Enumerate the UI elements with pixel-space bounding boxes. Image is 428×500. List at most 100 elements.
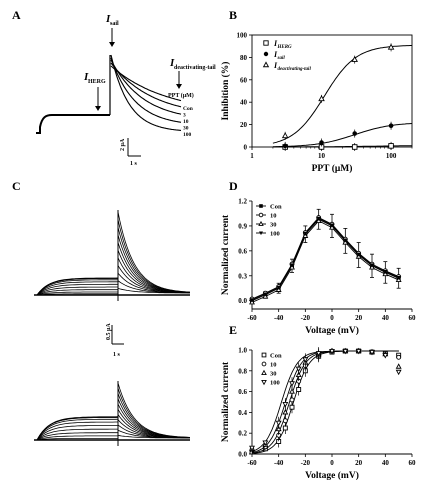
data-point-deactivating-tail: [318, 95, 325, 102]
legend-marker: [258, 212, 264, 218]
y-tick-label: 0.6: [238, 388, 247, 396]
panel-c: C 0.5 μA 1 s: [12, 179, 191, 446]
y-axis-label: Inhibition (%): [220, 62, 231, 121]
scale-x-label-a: 1 s: [130, 161, 138, 167]
data-point-10: [396, 354, 402, 360]
y-tick-label: 20: [240, 121, 248, 129]
legend-label: 100: [270, 380, 280, 387]
legend-marker: [261, 380, 267, 386]
fit-curve-deactivating-tail: [272, 45, 412, 144]
c-bottom-step-1: [34, 438, 118, 441]
y-tick-label: 0.8: [238, 367, 247, 375]
legend-marker: [261, 352, 267, 358]
panel-letter-a: A: [12, 8, 21, 22]
x-tick-label: -60: [247, 314, 257, 322]
data-point-10: [282, 418, 288, 424]
c-top-step-7: [34, 279, 118, 296]
data-point: [356, 252, 361, 257]
x-axis-label: PPT (μM): [312, 163, 353, 174]
legend-marker: [262, 61, 270, 68]
x-tick-label: 0: [330, 314, 334, 322]
legend-label: I: [273, 39, 278, 48]
legend-marker: [261, 361, 267, 367]
x-tick-label: -20: [301, 314, 311, 322]
panel-c-traces-bottom: [34, 381, 191, 446]
chart-e: -60 -40 -20 0 20 40 60 0.0 0.2 0.4 0.6 0.8 1.0 Voltag…: [221, 347, 416, 482]
c-top-step-3: [34, 289, 118, 296]
legend-label: Con: [270, 204, 282, 211]
c-top-step-2: [34, 291, 118, 296]
data-point-30: [282, 409, 289, 415]
c-bottom-step-10: [34, 417, 119, 441]
data-point-100: [295, 366, 302, 373]
data-point-HERG: [351, 144, 358, 150]
legend-sublabel: deactivating-tail: [278, 67, 312, 72]
data-point: [396, 275, 401, 280]
tail-trace-2: [110, 59, 182, 115]
legend-sublabel: sail: [277, 56, 286, 61]
x-tick-label: 20: [355, 459, 363, 467]
panel-letter-e: E: [229, 323, 237, 337]
legend-marker: [259, 231, 263, 236]
x-tick-label: 20: [355, 314, 363, 322]
data-point: [369, 263, 375, 268]
c-bottom-step-4: [34, 428, 118, 441]
ideact-arrowhead: [176, 84, 182, 89]
series-line-100: [251, 217, 399, 301]
x-tick-label: -40: [274, 459, 284, 467]
data-point-deactivating-tail: [281, 132, 289, 139]
x-tick-label: 40: [382, 314, 390, 322]
data-point: [263, 292, 268, 297]
c-bottom-step-3: [34, 432, 118, 441]
c-bottom-tail-10: [117, 382, 191, 438]
y-axis-label: Normalized current: [221, 214, 231, 295]
data-point: [276, 285, 281, 290]
data-point-100: [382, 353, 389, 359]
data-point-100: [302, 357, 309, 363]
y-tick-label: 0.2: [238, 430, 247, 438]
data-point-100: [342, 348, 349, 355]
data-point-sail: [388, 123, 394, 129]
series-line-10: [251, 217, 399, 300]
x-tick-label: 100: [386, 152, 397, 160]
data-point-Con: [296, 387, 302, 392]
y-tick-label: 1.2: [238, 198, 247, 206]
ideact-label: I: [169, 57, 175, 69]
concentration-label-10: 10: [183, 119, 189, 125]
c-top-tail-9: [117, 219, 191, 293]
tail-trace-1: [110, 57, 182, 123]
x-axis-label: Voltage (mV): [305, 470, 359, 481]
isail-label: I: [105, 13, 111, 25]
c-bottom-step-5: [34, 425, 118, 441]
data-point: [289, 263, 295, 268]
data-point: [383, 270, 388, 275]
y-tick-label: 0.3: [238, 272, 247, 280]
chart-d: -60 -40 -20 0 20 40 60 0.0 0.3 0.6 0.9 1.2 Voltage (…: [221, 198, 416, 337]
x-tick-label: 60: [409, 459, 417, 467]
panel-d: D -60 -40 -20 0 20 40 60 0.0 0.3 0.6 0.9 1.2 Voltage…: [221, 179, 416, 336]
data-point-deactivating-tail: [387, 43, 395, 50]
c-bottom-step-7: [34, 418, 119, 441]
legend-label: 30: [270, 222, 277, 229]
data-point: [343, 238, 348, 243]
data-point: [249, 298, 255, 303]
c-top-tail-7: [117, 234, 191, 293]
c-bottom-tail-8: [117, 393, 191, 438]
legend-label: 30: [270, 371, 277, 378]
c-bottom-step-6: [34, 421, 118, 441]
data-point-100: [369, 350, 375, 356]
data-point-sail: [282, 143, 288, 149]
legend-marker: [263, 51, 269, 57]
x-tick-label: -60: [247, 459, 257, 467]
data-point-100: [249, 445, 255, 452]
legend-label: Con: [270, 353, 282, 360]
legend-label: 10: [270, 213, 277, 220]
y-tick-label: 0.0: [238, 297, 247, 305]
y-axis-label: Normalized current: [221, 361, 231, 442]
c-top-step-6: [34, 281, 118, 296]
c-bottom-step-2: [34, 435, 118, 441]
c-bottom-tail-9: [117, 388, 190, 438]
x-tick-label: -40: [274, 314, 284, 322]
x-tick-label: 40: [382, 459, 390, 467]
